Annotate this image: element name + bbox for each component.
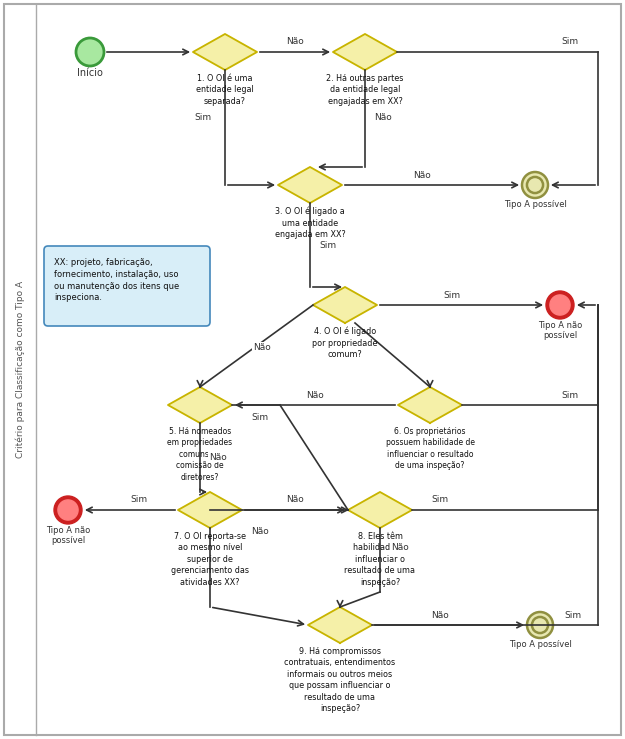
Text: 9. Há compromissos
contratuais, entendimentos
informais ou outros meios
que poss: 9. Há compromissos contratuais, entendim… (284, 647, 396, 713)
Text: 4. O OI é ligado
por propriedade
comum?: 4. O OI é ligado por propriedade comum? (312, 327, 378, 359)
Text: Sim: Sim (431, 496, 449, 505)
Text: Não: Não (253, 342, 271, 352)
Text: Não: Não (391, 543, 409, 553)
Circle shape (76, 38, 104, 66)
Text: 3. O OI é ligado a
uma entidade
engajada em XX?: 3. O OI é ligado a uma entidade engajada… (274, 207, 346, 239)
Polygon shape (278, 167, 342, 203)
Text: Não: Não (286, 496, 304, 505)
Text: Sim: Sim (131, 496, 148, 505)
Text: Não: Não (209, 452, 227, 461)
Circle shape (522, 172, 548, 198)
Text: Não: Não (286, 38, 304, 47)
Circle shape (532, 617, 548, 633)
Circle shape (54, 496, 82, 524)
Text: Sim: Sim (194, 114, 211, 123)
Circle shape (527, 612, 553, 638)
Text: Tipo A não
possível: Tipo A não possível (538, 321, 582, 341)
Polygon shape (168, 387, 232, 423)
Circle shape (550, 295, 570, 315)
Text: Sim: Sim (251, 412, 269, 421)
Text: Tipo A não
possível: Tipo A não possível (46, 526, 90, 545)
Polygon shape (313, 287, 377, 323)
Polygon shape (333, 34, 397, 70)
Polygon shape (398, 387, 462, 423)
Text: Sim: Sim (319, 240, 336, 250)
Text: 1. O OI é uma
entidade legal
separada?: 1. O OI é uma entidade legal separada? (196, 74, 254, 106)
Text: Início: Início (77, 68, 103, 78)
Text: 8. Eles têm
habilidade de
influenciar o
resultado de uma
inspeção?: 8. Eles têm habilidade de influenciar o … (344, 532, 416, 587)
Text: Sim: Sim (561, 38, 579, 47)
Circle shape (527, 177, 543, 193)
Text: Tipo A possível: Tipo A possível (509, 640, 571, 649)
Text: Não: Não (251, 528, 269, 537)
Text: 6. Os proprietários
possuem habilidade de
influenciar o resultado
de uma inspeçã: 6. Os proprietários possuem habilidade d… (386, 427, 474, 470)
Text: Sim: Sim (444, 290, 461, 299)
FancyBboxPatch shape (4, 4, 621, 735)
Text: 2. Há outras partes
da entidade legal
engajadas em XX?: 2. Há outras partes da entidade legal en… (326, 74, 404, 106)
Polygon shape (348, 492, 412, 528)
Polygon shape (193, 34, 257, 70)
Text: Sim: Sim (564, 610, 581, 619)
Text: XX: projeto, fabricação,
fornecimento, instalação, uso
ou manutenção dos itens q: XX: projeto, fabricação, fornecimento, i… (54, 258, 179, 302)
Circle shape (58, 500, 78, 520)
Text: Critério para Classificação como Tipo A: Critério para Classificação como Tipo A (15, 281, 25, 458)
Text: 5. Há nomeados
em propriedades
comuns na
comissão de
diretores?: 5. Há nomeados em propriedades comuns na… (168, 427, 232, 482)
Text: Não: Não (413, 171, 431, 180)
Text: Não: Não (431, 610, 449, 619)
Text: Não: Não (306, 390, 324, 400)
Text: Tipo A possível: Tipo A possível (504, 200, 566, 209)
FancyBboxPatch shape (44, 246, 210, 326)
Circle shape (546, 291, 574, 319)
Text: Não: Não (374, 114, 392, 123)
Polygon shape (308, 607, 372, 643)
Text: 7. O OI reporta-se
ao mesmo nível
superior de
gerenciamento das
atividades XX?: 7. O OI reporta-se ao mesmo nível superi… (171, 532, 249, 587)
Polygon shape (178, 492, 242, 528)
Text: Sim: Sim (561, 390, 579, 400)
